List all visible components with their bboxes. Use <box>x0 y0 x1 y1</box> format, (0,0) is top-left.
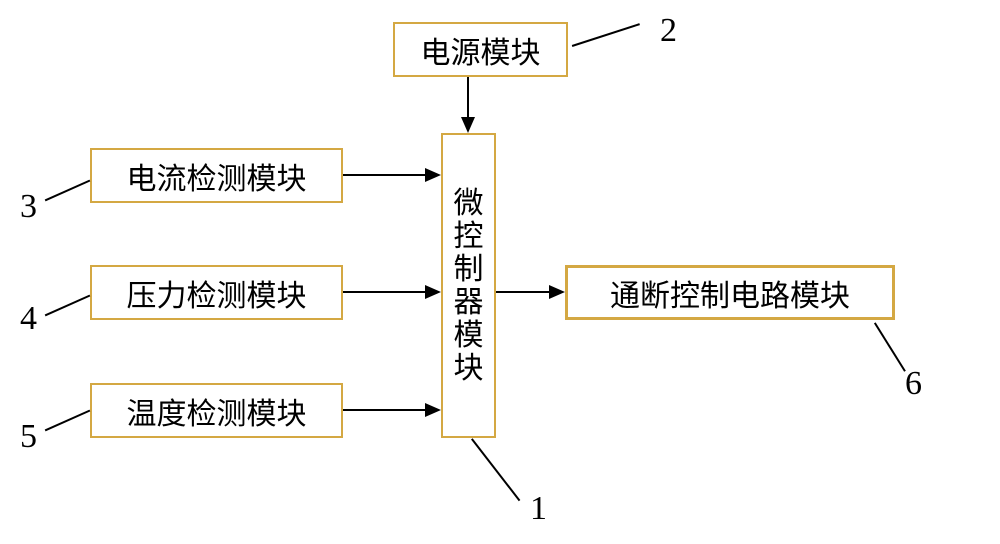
callout-mcu: 1 <box>530 490 547 528</box>
box-current: 电流检测模块 <box>90 148 343 203</box>
arrowhead-current-mcu <box>425 168 441 182</box>
leader-switch <box>874 322 905 371</box>
box-power: 电源模块 <box>393 22 568 77</box>
arrow-power-mcu <box>467 77 469 119</box>
box-label-current: 电流检测模块 <box>127 154 307 198</box>
box-label-power: 电源模块 <box>421 28 541 72</box>
box-mcu: 微控制器模块 <box>441 133 496 438</box>
box-label-temperature: 温度检测模块 <box>127 389 307 433</box>
leader-current <box>45 180 91 201</box>
box-label-pressure: 压力检测模块 <box>127 271 307 315</box>
arrow-mcu-switch <box>496 291 551 293</box>
arrowhead-power-mcu <box>461 117 475 133</box>
arrow-current-mcu <box>343 174 427 176</box>
callout-pressure: 4 <box>20 300 37 338</box>
arrowhead-pressure-mcu <box>425 285 441 299</box>
callout-power: 2 <box>660 12 677 50</box>
box-switch: 通断控制电路模块 <box>565 265 895 320</box>
arrow-pressure-mcu <box>343 291 427 293</box>
arrowhead-temperature-mcu <box>425 403 441 417</box>
box-pressure: 压力检测模块 <box>90 265 343 320</box>
leader-power <box>572 23 640 46</box>
box-label-switch: 通断控制电路模块 <box>610 271 850 315</box>
leader-temperature <box>45 410 91 431</box>
callout-switch: 6 <box>905 365 922 403</box>
callout-temperature: 5 <box>20 418 37 456</box>
arrow-temperature-mcu <box>343 409 427 411</box>
box-temperature: 温度检测模块 <box>90 383 343 438</box>
leader-mcu <box>471 438 520 501</box>
leader-pressure <box>45 295 91 316</box>
arrowhead-mcu-switch <box>549 285 565 299</box>
callout-current: 3 <box>20 188 37 226</box>
